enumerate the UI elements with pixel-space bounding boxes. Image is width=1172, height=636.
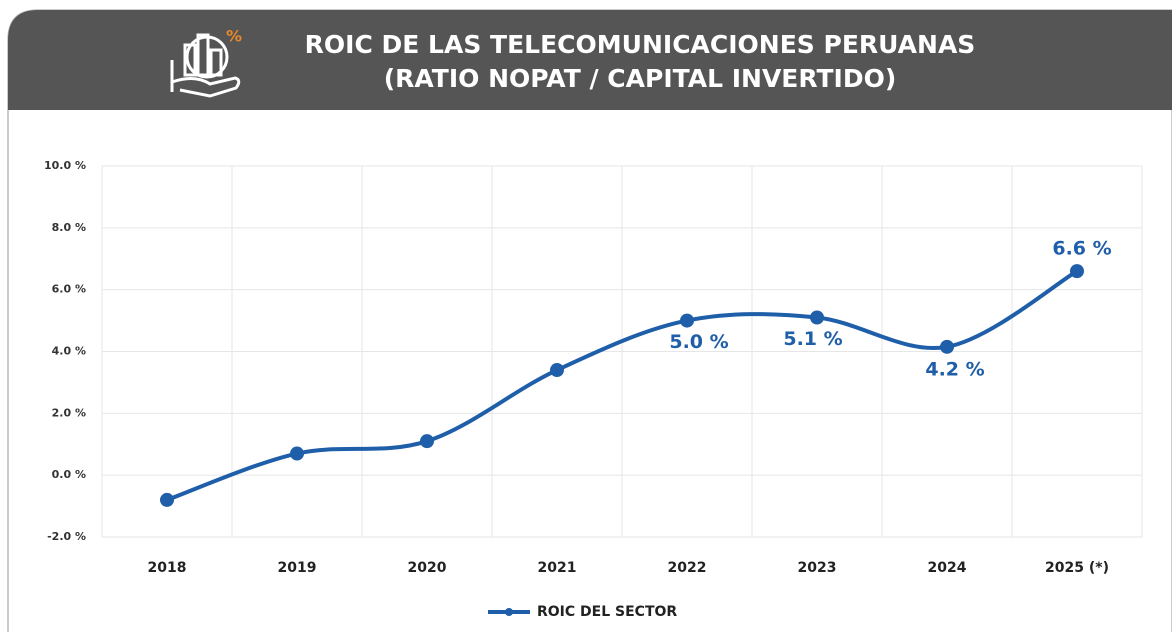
y-tick-label: 0.0 % (52, 468, 86, 481)
point (550, 363, 564, 378)
x-tick-label: 2023 (798, 560, 837, 576)
y-tick-label: 6.0 % (52, 283, 86, 296)
value-label: 6.6 % (1052, 238, 1111, 260)
x-tick-label: 2019 (278, 560, 317, 576)
y-tick-label: 10.0 % (44, 159, 86, 172)
value-label: 5.1 % (783, 328, 842, 350)
header-icon (170, 33, 241, 98)
point (680, 313, 694, 328)
x-tick-label: 2024 (928, 560, 967, 576)
point (810, 310, 824, 325)
line (166, 269, 1079, 502)
point (940, 339, 954, 354)
y-tick-label: 2.0 % (52, 406, 86, 419)
legend-marker (505, 608, 513, 616)
x-tick-label: 2022 (668, 560, 707, 576)
x-tick-label: 2025 (*) (1045, 560, 1109, 576)
point (160, 492, 174, 507)
x-tick-label: 2021 (538, 560, 577, 576)
point (290, 446, 304, 461)
value-label: 4.2 % (925, 358, 984, 380)
chart-subtitle: (RATIO NOPAT / CAPITAL INVERTIDO) (384, 64, 897, 93)
icon-percent: % (226, 27, 242, 46)
y-tick-label: 8.0 % (52, 221, 86, 234)
value-label: 5.0 % (669, 331, 728, 353)
y-tick-label: -2.0 % (47, 530, 86, 543)
x-tick-label: 2020 (408, 560, 447, 576)
y-tick-label: 4.0 % (52, 345, 86, 358)
legend-label: ROIC DEL SECTOR (537, 604, 677, 620)
chart-title: ROIC DE LAS TELECOMUNICACIONES PERUANAS (305, 30, 976, 59)
point (1070, 264, 1084, 279)
header (8, 10, 1172, 110)
x-tick-label: 2018 (148, 560, 187, 576)
point (420, 434, 434, 449)
